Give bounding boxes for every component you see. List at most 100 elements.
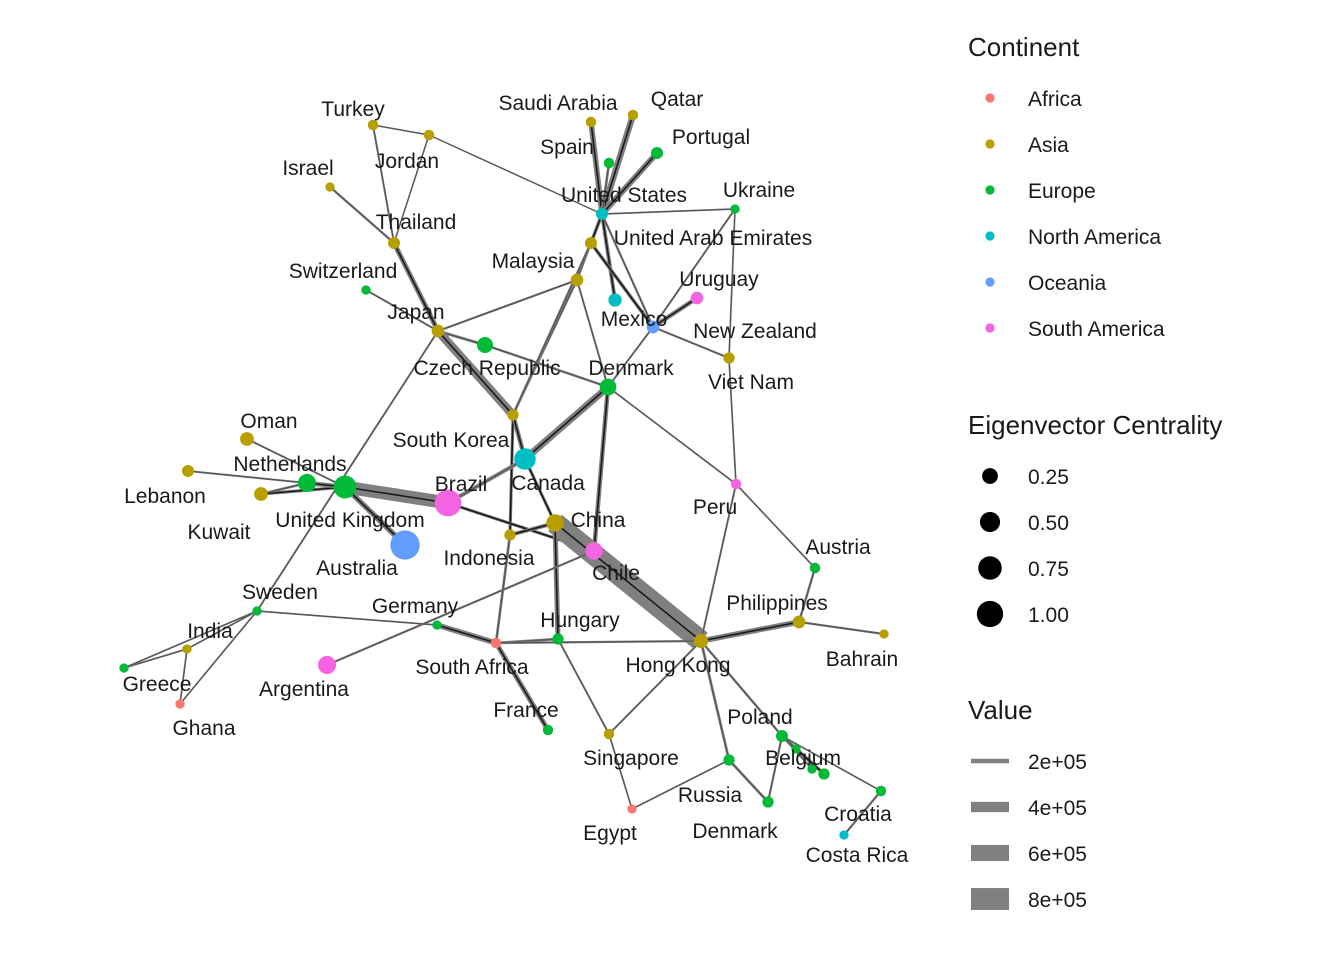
label-kuwait: Kuwait	[187, 521, 250, 544]
edge-core-southafrica-france	[495, 642, 549, 731]
edge-core-russia-denmark2	[728, 759, 769, 803]
label-poland: Poland	[727, 706, 792, 729]
label-israel: Israel	[282, 157, 333, 180]
label-usa: United States	[561, 184, 687, 207]
edge-core-india-ghana	[179, 648, 188, 705]
node-oman	[240, 432, 254, 446]
node-austria	[809, 562, 821, 574]
label-argentina: Argentina	[259, 678, 349, 701]
edge-core-newzealand-denmark1	[607, 326, 654, 388]
node-czech	[476, 336, 494, 354]
labels-layer: Turkey Jordan Israel Thailand Switzerland Jap…	[123, 88, 909, 867]
legend-continent-key-1	[985, 139, 995, 149]
node-newzealand	[646, 320, 660, 334]
label-singapore: Singapore	[583, 747, 679, 770]
edge-core-russia-egypt	[631, 759, 730, 810]
edge-core-lebanon-netherlands	[187, 470, 308, 484]
label-ghana: Ghana	[172, 717, 235, 740]
label-china: China	[571, 509, 626, 532]
legend-value-key-1	[971, 801, 1009, 813]
nodes-layer	[119, 109, 889, 840]
label-netherlands: Netherlands	[233, 453, 346, 476]
edge-core-malaysia-denmark1	[576, 279, 609, 388]
label-thailand: Thailand	[376, 211, 457, 234]
node-brazil	[434, 489, 462, 517]
edge-core-sweden-germany	[256, 610, 438, 626]
node-vietnam	[723, 352, 735, 364]
legend-continent-label-0: Africa	[1028, 88, 1082, 111]
node-croatia	[875, 785, 887, 797]
legend-value-label-3: 8e+05	[1028, 889, 1087, 912]
label-sweden: Sweden	[242, 581, 318, 604]
edge-core-singapore-hongkong	[608, 640, 702, 735]
label-denmark1: Denmark	[588, 357, 674, 380]
node-argentina	[317, 655, 337, 675]
label-costarica: Costa Rica	[806, 844, 909, 867]
label-denmark2: Denmark	[692, 820, 778, 843]
edge-core-turkey-thailand	[372, 124, 395, 244]
node-n_bel2	[807, 764, 817, 774]
edge-core-sweden-greece	[123, 610, 258, 669]
edge-core-denmark1-chile	[593, 386, 609, 552]
label-jordan: Jordan	[375, 150, 439, 173]
node-saudi	[585, 116, 597, 128]
legend-continent-key-4	[985, 277, 995, 287]
label-uk: United Kingdom	[275, 509, 424, 532]
edge-core-germany-southafrica	[436, 624, 497, 644]
node-southkorea	[507, 409, 519, 421]
edge-core-philippines-bahrain	[798, 621, 885, 635]
edge-core-hungary-singapore	[557, 638, 610, 735]
edge-core-sweden-ghana	[179, 610, 258, 705]
legend-centrality-key-3	[976, 600, 1004, 628]
edge-core-japan-sweden	[256, 330, 439, 612]
legend-continent-label-1: Asia	[1028, 134, 1069, 157]
edge-core-indonesia-southafrica	[495, 534, 511, 644]
edge-core-china-hongkong	[554, 522, 702, 642]
legend-centrality-label-3: 1.00	[1028, 604, 1069, 627]
label-germany: Germany	[372, 595, 459, 618]
legend-value-key-2	[971, 844, 1009, 862]
node-qatar	[627, 109, 639, 121]
label-saudi: Saudi Arabia	[498, 92, 617, 115]
edge-core-poland-denmark2	[767, 735, 783, 803]
node-philippines	[792, 615, 806, 629]
node-israel	[325, 182, 335, 192]
edge-core-uae-southkorea	[512, 242, 592, 416]
node-japan	[431, 324, 445, 338]
edges-layer	[123, 114, 885, 836]
label-bahrain: Bahrain	[826, 648, 898, 671]
label-canada: Canada	[511, 472, 585, 495]
edge-core-usa-ukraine	[601, 208, 736, 215]
edge-core-southkorea-indonesia	[509, 414, 514, 536]
label-egypt: Egypt	[583, 822, 637, 845]
label-philippines: Philippines	[726, 592, 828, 615]
edge-core-portugal-usa	[601, 152, 658, 215]
node-denmark2	[762, 796, 774, 808]
label-switzerland: Switzerland	[289, 260, 398, 283]
label-belgium: Belgium	[765, 747, 841, 770]
legend-continent: Continent Africa Asia Europe North America O…	[968, 32, 1165, 341]
node-singapore	[603, 728, 615, 740]
label-malaysia: Malaysia	[492, 250, 575, 273]
node-belgium	[818, 768, 830, 780]
legend-value-title: Value	[968, 695, 1033, 725]
label-croatia: Croatia	[824, 803, 892, 826]
label-indonesia: Indonesia	[443, 547, 534, 570]
legend-continent-label-2: Europe	[1028, 180, 1096, 203]
edge-core-saudi-usa	[590, 121, 603, 215]
edge-core-czech-denmark1	[484, 344, 609, 388]
edge-core-china-hungary	[554, 522, 559, 640]
label-uruguay: Uruguay	[679, 268, 759, 291]
label-czech: Czech Republic	[413, 357, 560, 380]
node-australia	[390, 530, 420, 560]
edge-core-uae-newzealand	[590, 242, 654, 328]
node-india	[182, 644, 192, 654]
label-vietnam: Viet Nam	[708, 371, 794, 394]
node-mexico	[608, 293, 622, 307]
node-kuwait	[254, 487, 268, 501]
label-brazil: Brazil	[435, 473, 488, 496]
edge-core-denmark1-canada	[524, 386, 609, 460]
node-uae	[584, 236, 598, 250]
legend-centrality-key-2	[978, 556, 1002, 580]
